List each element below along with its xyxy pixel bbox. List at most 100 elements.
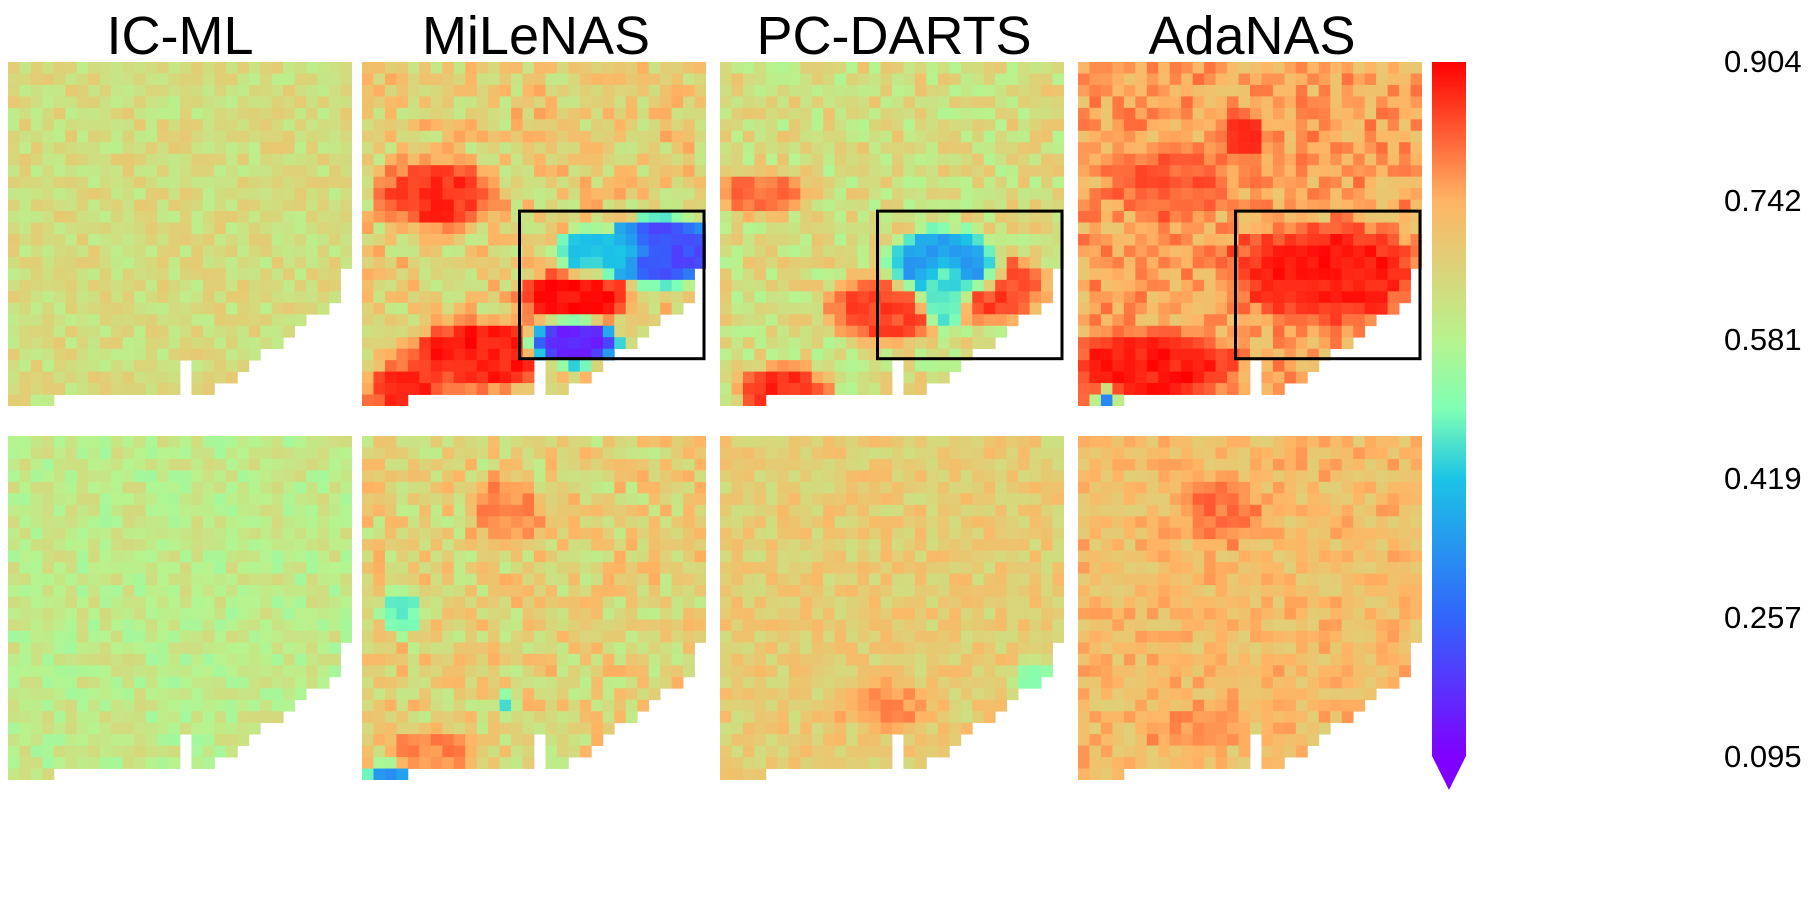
heatmap-cell [396,436,409,448]
heatmap-cell [846,447,858,460]
heatmap-cell [846,348,858,361]
heatmap-cell [1376,142,1388,155]
heatmap-cell [926,73,939,86]
heatmap-cell [811,130,824,143]
heatmap-cell [731,176,744,189]
heatmap-cell [317,130,330,143]
heatmap-cell [283,458,296,471]
heatmap-cell [317,199,330,212]
heatmap-cell [511,62,523,74]
heatmap-cell [340,573,352,586]
heatmap-cell [556,722,569,735]
heatmap-cell [742,165,755,178]
column-title-milenas: MiLeNAS [421,6,651,66]
heatmap-cell [625,279,638,292]
heatmap-cell [30,199,43,212]
heatmap-cell [811,234,824,246]
heatmap-cell [419,481,432,494]
heatmap-cell [671,630,684,643]
heatmap-cell [591,62,604,74]
heatmap-cell [671,245,684,258]
heatmap-cell [53,458,66,471]
heatmap-cell [122,619,135,632]
heatmap-cell [65,142,78,155]
heatmap-cell [754,447,767,460]
heatmap-cell [396,165,409,178]
heatmap-cell [869,62,881,74]
heatmap-cell [19,608,32,620]
heatmap-cell [937,153,950,166]
heatmap-cell [465,96,478,109]
heatmap-cell [880,383,893,395]
heatmap-cell [602,73,615,86]
heatmap-cell [8,153,20,166]
heatmap-cell [995,84,1008,97]
heatmap-cell [88,165,101,178]
heatmap-cell [122,383,135,395]
heatmap-cell [892,256,904,269]
heatmap-cell [602,585,615,597]
heatmap-cell [1158,314,1171,327]
heatmap-cell [1078,325,1090,338]
heatmap-cell [1387,107,1400,120]
heatmap-cell [202,711,215,724]
heatmap-cell [30,757,43,769]
heatmap-cell [591,436,604,448]
heatmap-cell [476,245,489,258]
heatmap-cell [556,176,569,189]
heatmap-cell [134,608,146,620]
heatmap-cell [248,188,261,200]
heatmap-cell [19,383,32,395]
heatmap-cell [869,470,881,483]
heatmap-cell [568,447,581,460]
heatmap-cell [1169,222,1182,235]
heatmap-cell [396,84,409,97]
heatmap-cell [453,504,466,517]
heatmap-cell [157,119,169,132]
heatmap-cell [1387,153,1400,166]
heatmap-cell [271,481,284,494]
heatmap-cell [511,722,523,735]
heatmap-cell [329,516,341,529]
heatmap-cell [329,222,341,235]
heatmap-cell [180,596,192,609]
heatmap-cell [1330,337,1343,350]
heatmap-cell [168,722,181,735]
heatmap-cell [648,447,661,460]
heatmap-cell [1330,107,1343,120]
heatmap-cell [1341,245,1354,258]
heatmap-cell [579,222,592,235]
heatmap-cell [949,234,962,246]
heatmap-cell [960,62,973,74]
heatmap-cell [1272,176,1285,189]
heatmap-cell [1169,165,1182,178]
heatmap-cell [625,222,638,235]
heatmap-cell [317,504,330,517]
heatmap-cell [465,550,478,563]
heatmap-cell [1399,199,1411,212]
heatmap-cell [568,256,581,269]
heatmap-cell [1295,302,1308,315]
heatmap-cell [720,302,732,315]
heatmap-cell [488,596,500,609]
heatmap-cell [1227,291,1239,304]
heatmap-cell [788,96,801,109]
heatmap-cell [568,619,581,632]
heatmap-cell [1123,222,1136,235]
heatmap-cell [430,722,443,735]
heatmap-cell [294,62,307,74]
heatmap-cell [442,504,455,517]
heatmap-cell [214,688,227,701]
heatmap-cell [465,630,478,643]
heatmap-cell [465,516,478,529]
heatmap-cell [800,383,813,395]
heatmap-cell [53,153,66,166]
heatmap-cell [1123,291,1136,304]
heatmap-cell [765,348,778,361]
heatmap-cell [579,256,592,269]
heatmap-cell [465,234,478,246]
heatmap-cell [271,676,284,689]
heatmap-cell [499,360,512,372]
heatmap-cell [157,745,169,758]
heatmap-cell [614,630,627,643]
